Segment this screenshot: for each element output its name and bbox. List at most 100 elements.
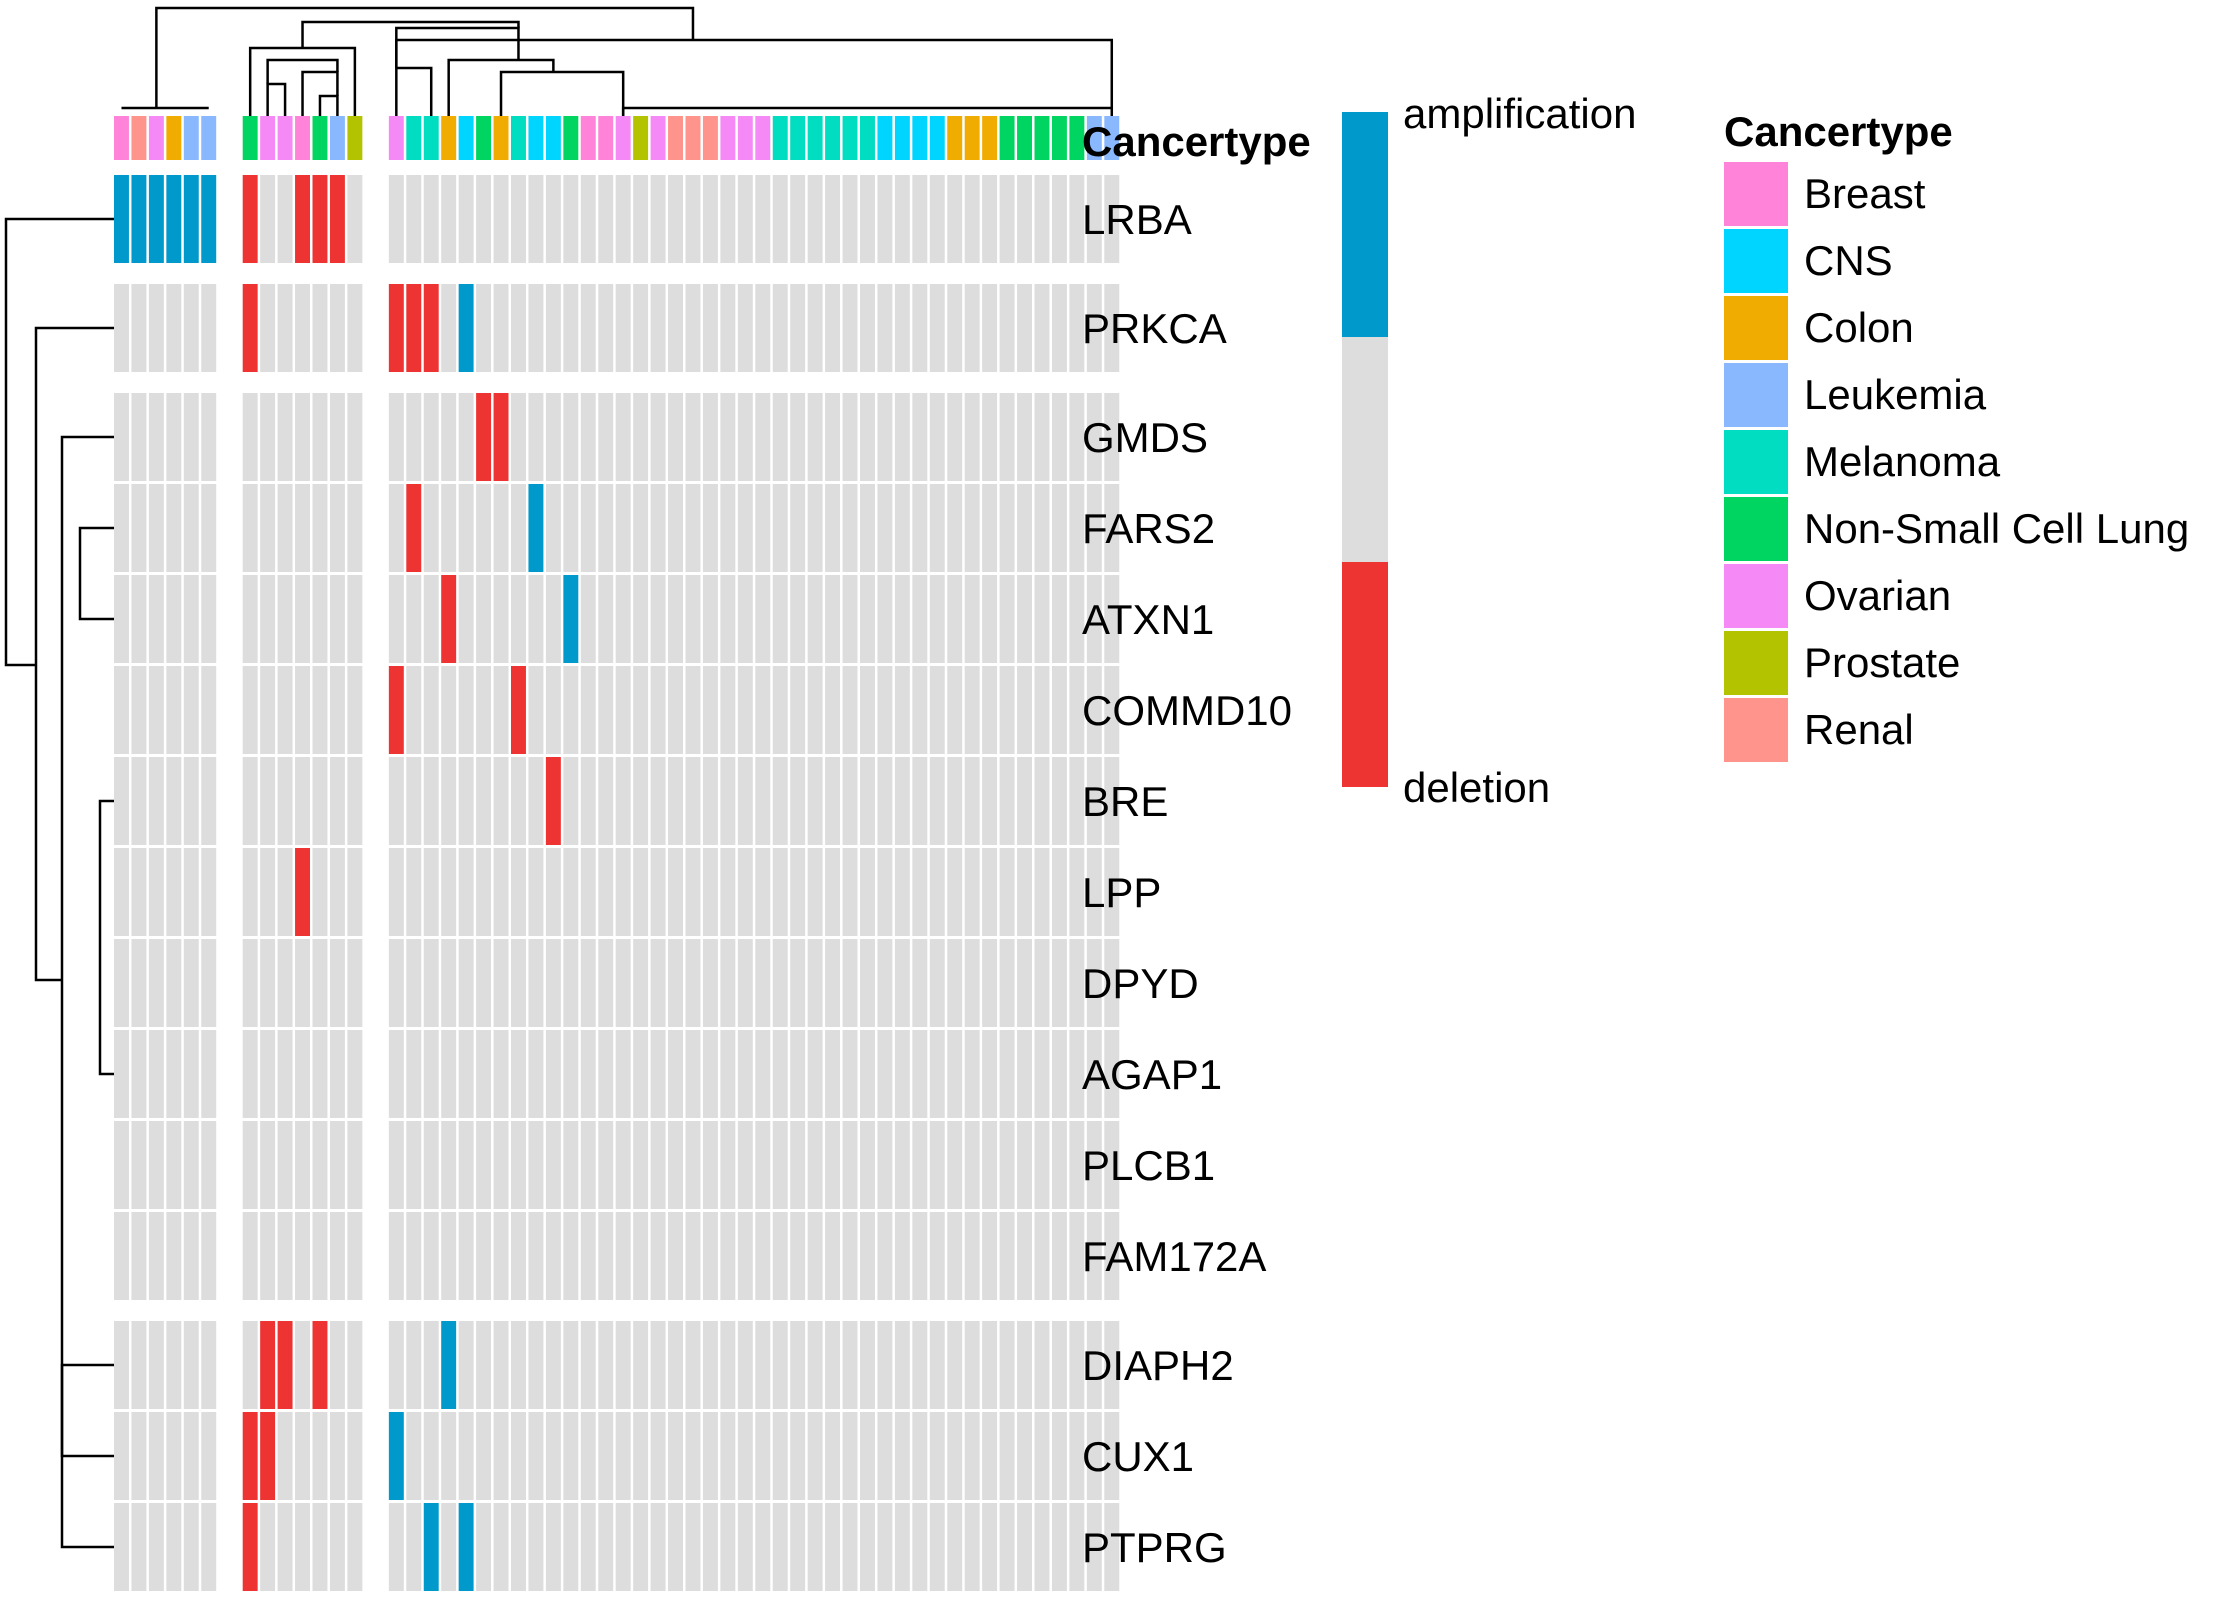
heatmap-cell — [860, 1212, 875, 1300]
annotation-cell — [999, 116, 1015, 160]
heatmap-cell — [406, 575, 422, 663]
heatmap-cell — [1069, 1503, 1085, 1591]
heatmap-cell — [1034, 575, 1050, 663]
heatmap-cell — [825, 1212, 841, 1300]
heatmap-cell — [1069, 848, 1085, 936]
heatmap-cell — [1051, 757, 1067, 845]
annotation-cell — [668, 116, 683, 160]
heatmap-cell — [131, 666, 147, 754]
heatmap-cell — [183, 175, 199, 263]
heatmap-cell — [260, 175, 276, 263]
row-dendrogram-branch — [98, 799, 114, 1076]
heatmap-cell — [668, 1212, 683, 1300]
heatmap-cell — [807, 848, 823, 936]
heatmap-cell — [388, 666, 404, 754]
heatmap-cell — [242, 939, 258, 1027]
heatmap-cell — [772, 484, 788, 572]
heatmap-cell — [894, 1503, 910, 1591]
heatmap-cell — [528, 484, 544, 572]
heatmap-cell — [114, 1121, 129, 1209]
heatmap-cell — [1069, 1212, 1085, 1300]
heatmap-cell — [1086, 1030, 1102, 1118]
heatmap-cell — [947, 484, 963, 572]
heatmap-cell — [790, 175, 806, 263]
heatmap-cell — [511, 284, 526, 372]
heatmap-cell — [1051, 1503, 1067, 1591]
heatmap-cell — [825, 1121, 841, 1209]
heatmap-cell — [476, 666, 492, 754]
heatmap-cell — [790, 757, 806, 845]
heatmap-cell — [772, 1321, 788, 1409]
annotation-cell — [615, 116, 631, 160]
heatmap-cell — [458, 666, 474, 754]
heatmap-cell — [668, 1321, 683, 1409]
heatmap-cell — [668, 848, 683, 936]
heatmap-cell — [807, 1030, 823, 1118]
heatmap-cell — [493, 1412, 509, 1500]
heatmap-cell — [772, 1503, 788, 1591]
heatmap-cell — [201, 939, 217, 1027]
heatmap-cell — [964, 1412, 980, 1500]
heatmap-cell — [423, 939, 439, 1027]
heatmap-cell — [912, 284, 928, 372]
row-dendrogram-branch — [60, 435, 114, 1458]
heatmap-cell — [388, 1212, 404, 1300]
heatmap-cell — [702, 393, 718, 481]
annotation-cell — [860, 116, 875, 160]
heatmap-cell — [277, 939, 293, 1027]
heatmap-cell — [755, 1121, 771, 1209]
value-legend: amplification deletion — [1342, 90, 1636, 811]
heatmap-cell — [131, 1321, 147, 1409]
heatmap-cell — [545, 1503, 561, 1591]
heatmap-cell — [131, 939, 147, 1027]
heatmap-cell — [1086, 175, 1102, 263]
heatmap-cell — [912, 666, 928, 754]
heatmap-cell — [441, 1121, 457, 1209]
heatmap-cell — [633, 175, 649, 263]
heatmap-cell — [312, 1503, 328, 1591]
heatmap-cell — [790, 575, 806, 663]
heatmap-cell — [929, 484, 945, 572]
heatmap-cell — [633, 1412, 649, 1500]
heatmap-cell — [1069, 757, 1085, 845]
annotation-cell — [329, 116, 345, 160]
heatmap-cell — [1086, 1121, 1102, 1209]
heatmap-cell — [166, 666, 182, 754]
annotation-cell — [114, 116, 129, 160]
heatmap-cell — [148, 393, 164, 481]
heatmap-cell — [580, 757, 596, 845]
heatmap-cell — [476, 939, 492, 1027]
heatmap-cell — [894, 484, 910, 572]
heatmap-cell — [982, 393, 998, 481]
heatmap-cell — [737, 393, 753, 481]
heatmap-cell — [807, 939, 823, 1027]
heatmap-cell — [511, 1412, 526, 1500]
heatmap-cell — [737, 1412, 753, 1500]
heatmap-cell — [563, 757, 579, 845]
heatmap-cell — [148, 848, 164, 936]
heatmap-cell — [347, 575, 363, 663]
heatmap-cell — [277, 1121, 293, 1209]
heatmap-cell — [737, 848, 753, 936]
heatmap-cell — [1017, 1412, 1032, 1500]
heatmap-cell — [982, 666, 998, 754]
heatmap-cell — [894, 1212, 910, 1300]
heatmap-cell — [912, 1412, 928, 1500]
heatmap-cell — [347, 1212, 363, 1300]
heatmap-cell — [545, 1030, 561, 1118]
heatmap-cell — [772, 666, 788, 754]
annotation-cell — [685, 116, 701, 160]
heatmap-cell — [406, 1212, 422, 1300]
heatmap-cell — [295, 939, 310, 1027]
heatmap-cell — [999, 484, 1015, 572]
heatmap-cell — [633, 939, 649, 1027]
heatmap-cell — [388, 1030, 404, 1118]
heatmap-cell — [1017, 484, 1032, 572]
annotation-cell — [1104, 116, 1120, 160]
annotation-cell — [894, 116, 910, 160]
annotation-cell — [166, 116, 182, 160]
heatmap-cell — [615, 1412, 631, 1500]
heatmap-cell — [406, 1412, 422, 1500]
heatmap-cell — [807, 175, 823, 263]
gene-label: PTPRG — [1082, 1524, 1227, 1571]
